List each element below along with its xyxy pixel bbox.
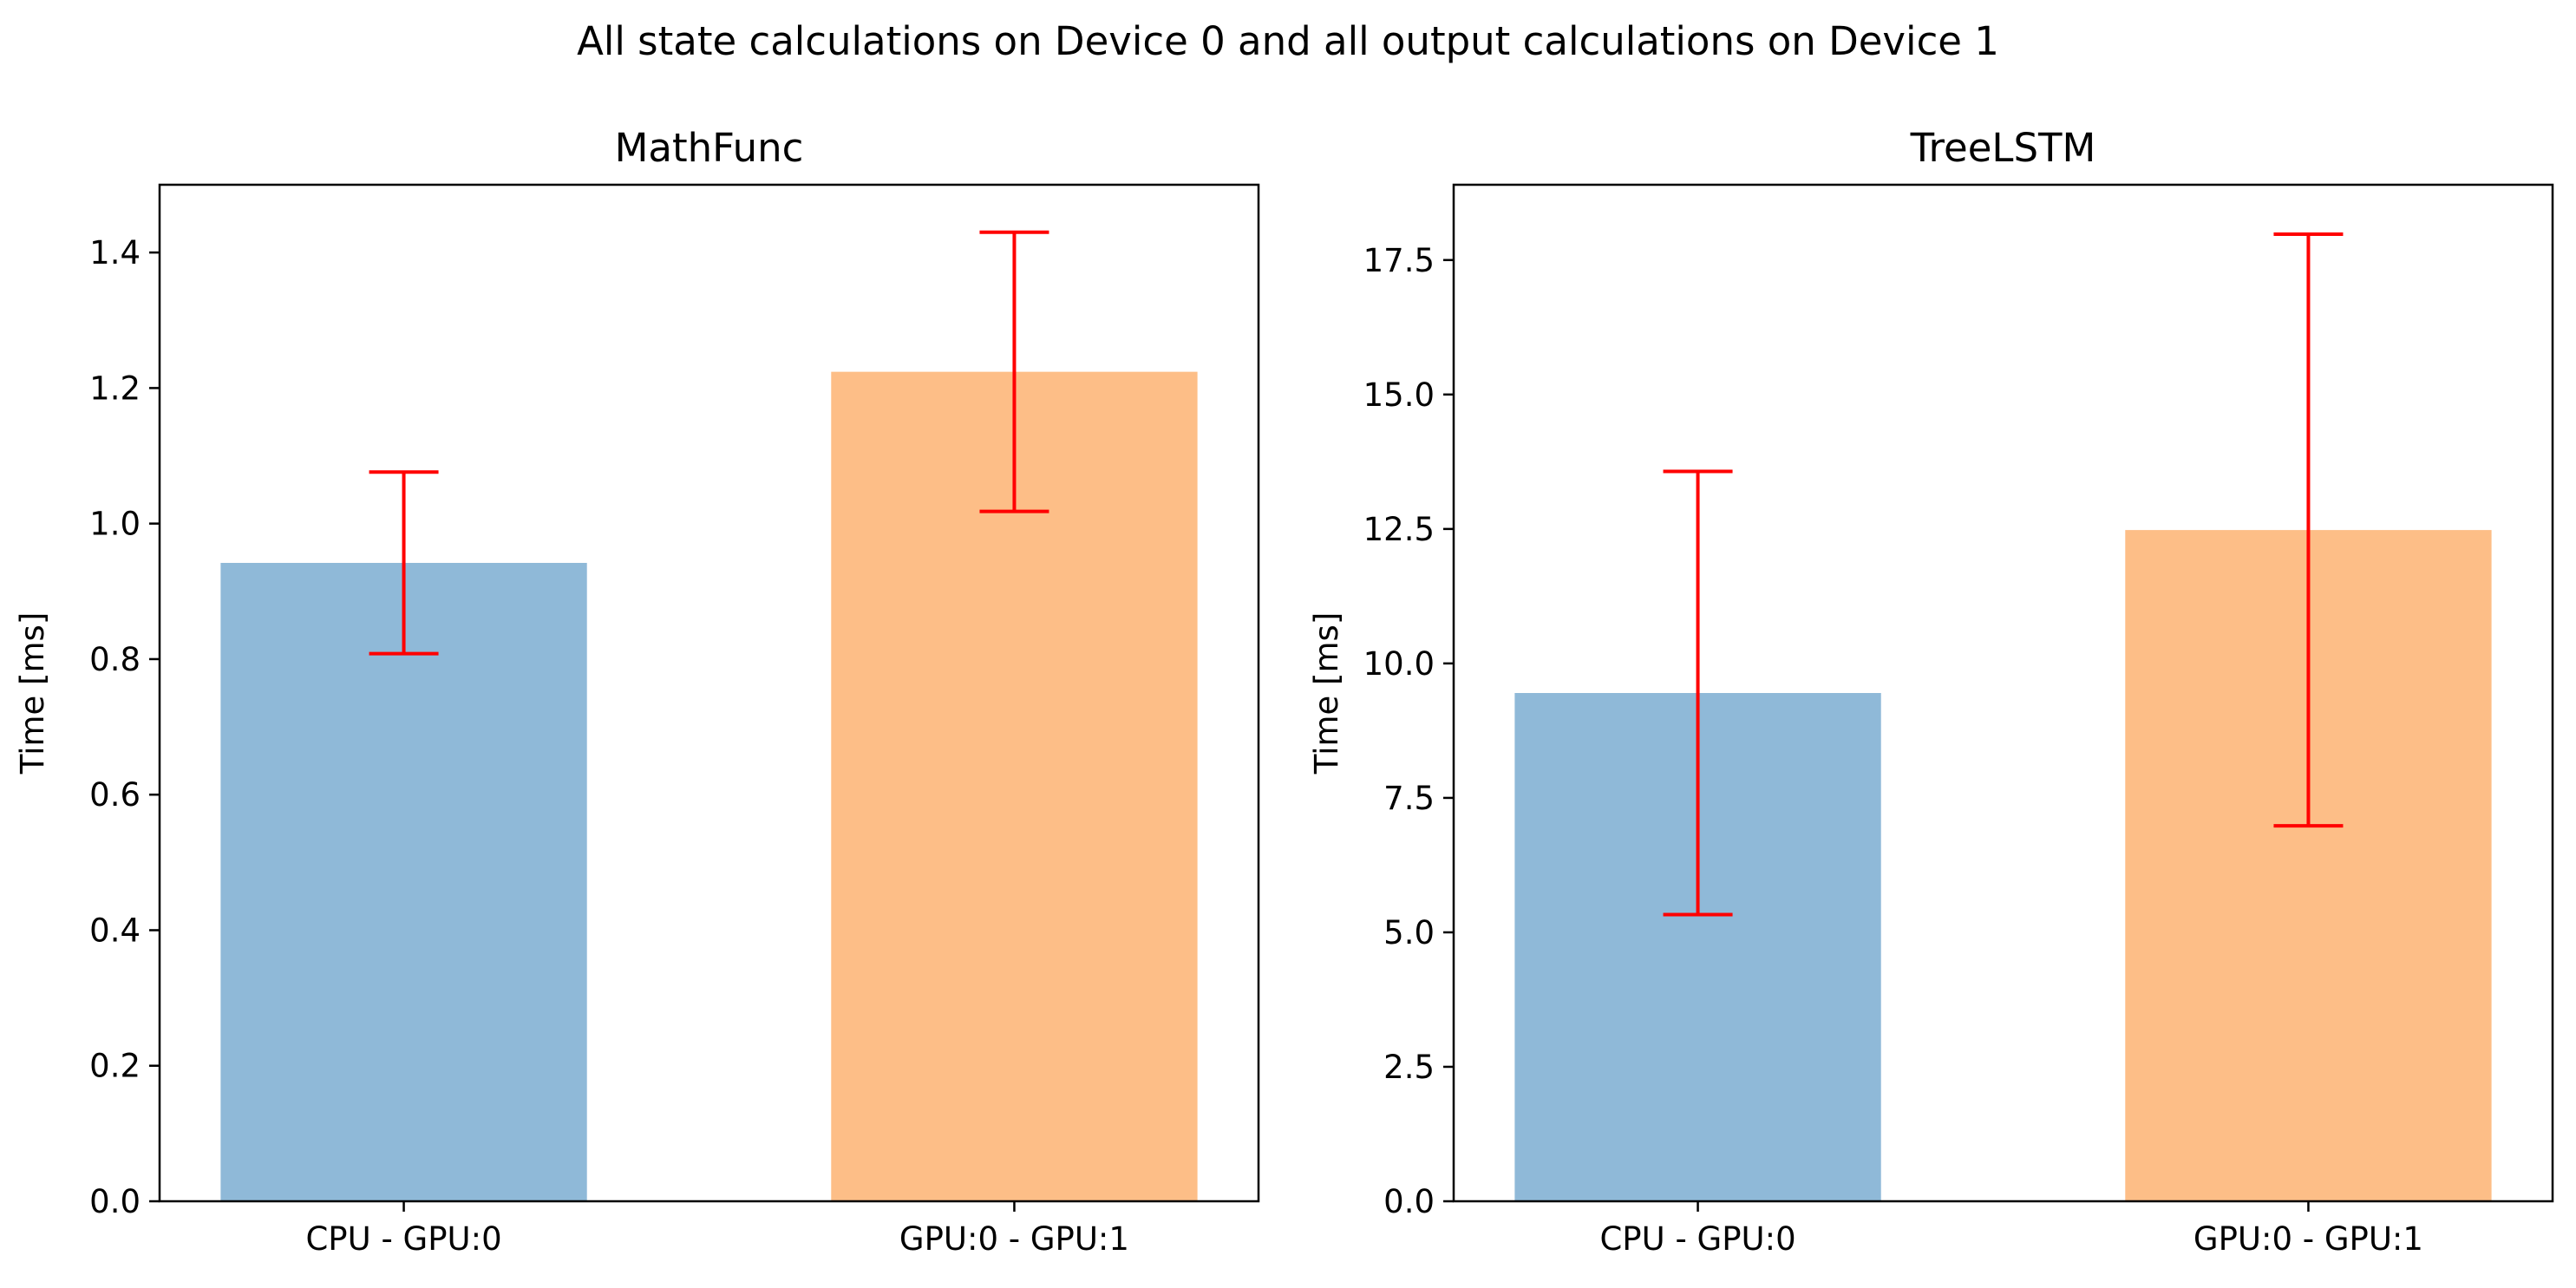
y-tick-label-mathfunc-5: 0.8 [89,641,141,678]
y-tick-label-mathfunc-7: 1.2 [89,369,141,407]
y-axis-label-mathfunc: Time [ms] [14,612,51,775]
y-tick-label-treelstm-8: 17.5 [1363,242,1435,279]
y-tick-label-mathfunc-6: 1.0 [89,506,141,543]
y-tick-label-treelstm-2: 2.5 [1383,1049,1435,1086]
x-tick-label-treelstm-1: CPU - GPU:0 [1599,1220,1795,1258]
chart-treelstm: 0.0 2.5 5.0 7.5 10.0 12.5 15.0 17.5 CPU - GPU:0 G… [1308,125,2554,1258]
subplot-title-treelstm: TreeLSTM [1910,125,2096,171]
y-tick-label-mathfunc-1: 0.0 [89,1183,141,1220]
y-tick-label-mathfunc-8: 1.4 [89,234,141,271]
y-tick-label-mathfunc-3: 0.4 [89,912,141,949]
subplot-title-mathfunc: MathFunc [615,125,804,171]
y-tick-label-treelstm-3: 5.0 [1383,914,1435,951]
x-tick-label-mathfunc-2: GPU:0 - GPU:1 [899,1220,1129,1258]
x-tick-label-mathfunc-1: CPU - GPU:0 [305,1220,501,1258]
figure-suptitle: All state calculations on Device 0 and a… [577,18,1999,64]
chart-mathfunc: 0.0 0.2 0.4 0.6 0.8 1.0 1.2 1.4 CPU - GPU:0 GPU:0… [14,125,1260,1258]
y-tick-label-mathfunc-2: 0.2 [89,1048,141,1085]
y-tick-label-treelstm-6: 12.5 [1363,511,1435,548]
y-tick-label-treelstm-7: 15.0 [1363,376,1435,414]
axes-frame-treelstm [1452,183,2554,1203]
y-tick-label-treelstm-1: 0.0 [1383,1183,1435,1220]
x-tick-label-treelstm-2: GPU:0 - GPU:1 [2194,1220,2423,1258]
axes-frame-mathfunc [158,183,1260,1203]
y-tick-label-treelstm-4: 7.5 [1383,780,1435,817]
y-tick-label-treelstm-5: 10.0 [1363,645,1435,683]
y-axis-label-treelstm: Time [ms] [1308,612,1345,775]
bar-mathfunc-1 [220,562,587,1201]
y-tick-label-mathfunc-4: 0.6 [89,776,141,814]
